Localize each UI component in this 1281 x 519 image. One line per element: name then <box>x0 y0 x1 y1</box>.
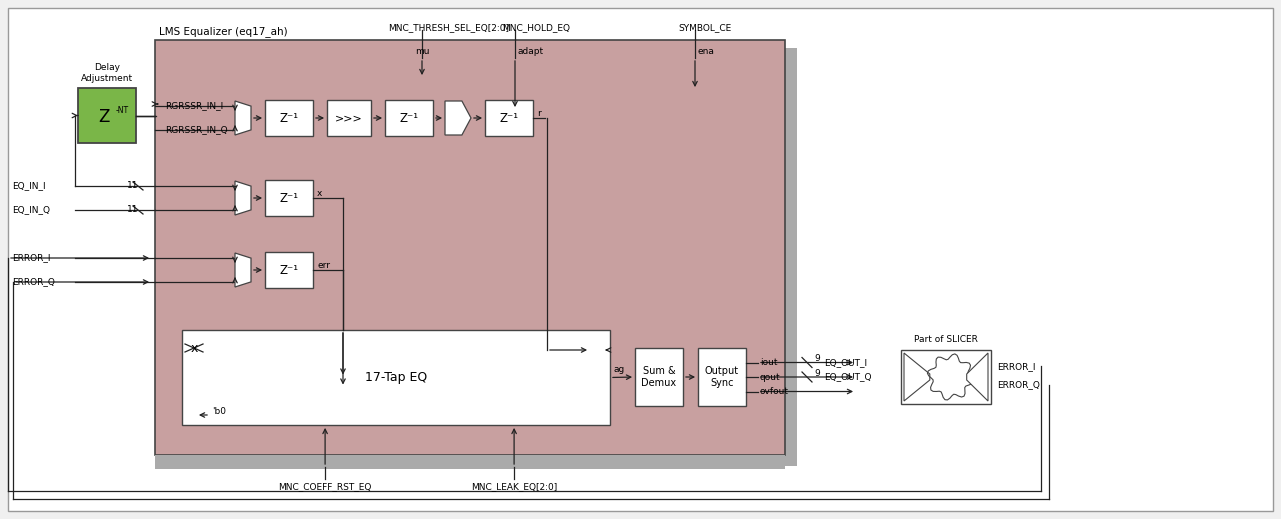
Bar <box>161 48 797 466</box>
Polygon shape <box>234 181 251 215</box>
Bar <box>265 252 313 288</box>
Bar <box>327 100 371 136</box>
Polygon shape <box>967 353 988 401</box>
Text: err: err <box>316 261 330 269</box>
Text: MNC_LEAK_EQ[2:0]: MNC_LEAK_EQ[2:0] <box>471 483 557 491</box>
Text: ena: ena <box>697 48 714 57</box>
Text: MNC_HOLD_EQ: MNC_HOLD_EQ <box>502 23 570 33</box>
Text: Delay
Adjustment: Delay Adjustment <box>81 63 133 83</box>
Text: Sum &
Demux: Sum & Demux <box>642 366 676 388</box>
Bar <box>265 100 313 136</box>
Text: mu: mu <box>415 48 429 57</box>
Polygon shape <box>234 253 251 287</box>
Text: 9: 9 <box>813 368 820 377</box>
Text: RGRSSR_IN_Q: RGRSSR_IN_Q <box>165 126 228 134</box>
Text: LMS Equalizer (eq17_ah): LMS Equalizer (eq17_ah) <box>159 26 288 37</box>
Bar <box>901 350 991 404</box>
Bar <box>182 330 610 425</box>
Bar <box>698 348 746 406</box>
Text: 11: 11 <box>127 204 138 213</box>
Text: ERROR_Q: ERROR_Q <box>997 380 1040 390</box>
Text: ovfout: ovfout <box>760 387 789 396</box>
Text: SYMBOL_CE: SYMBOL_CE <box>678 23 731 33</box>
Text: ERROR_I: ERROR_I <box>12 253 50 263</box>
Bar <box>635 348 683 406</box>
Polygon shape <box>234 101 251 135</box>
Bar <box>265 180 313 216</box>
Text: Output
Sync: Output Sync <box>705 366 739 388</box>
Text: ERROR_Q: ERROR_Q <box>12 278 55 286</box>
Text: Z⁻¹: Z⁻¹ <box>279 112 298 125</box>
Text: Part of SLICER: Part of SLICER <box>915 335 977 345</box>
Text: Z: Z <box>99 108 110 127</box>
Text: ERROR_I: ERROR_I <box>997 362 1035 371</box>
Text: EQ_OUT_Q: EQ_OUT_Q <box>824 373 871 381</box>
Text: 'b0: 'b0 <box>211 406 225 416</box>
Text: qout: qout <box>760 373 780 381</box>
Text: r: r <box>537 108 541 117</box>
Text: adapt: adapt <box>518 48 543 57</box>
Text: Z⁻¹: Z⁻¹ <box>279 264 298 277</box>
Bar <box>155 455 785 469</box>
Polygon shape <box>445 101 471 135</box>
Text: ag: ag <box>614 365 625 374</box>
Text: EQ_IN_Q: EQ_IN_Q <box>12 206 50 214</box>
Polygon shape <box>904 353 930 401</box>
Text: Z⁻¹: Z⁻¹ <box>279 192 298 204</box>
Text: Z⁻¹: Z⁻¹ <box>500 112 519 125</box>
Text: EQ_IN_I: EQ_IN_I <box>12 182 46 190</box>
Text: 11: 11 <box>127 181 138 189</box>
Bar <box>155 40 785 455</box>
Text: 9: 9 <box>813 354 820 363</box>
Text: Z⁻¹: Z⁻¹ <box>400 112 419 125</box>
Bar <box>78 88 136 143</box>
Text: x: x <box>316 188 323 198</box>
Text: MNC_COEFF_RST_EQ: MNC_COEFF_RST_EQ <box>278 483 371 491</box>
Text: x: x <box>191 342 197 354</box>
Text: >>>: >>> <box>336 113 363 123</box>
Bar <box>386 100 433 136</box>
Bar <box>485 100 533 136</box>
Text: -NT: -NT <box>117 106 129 115</box>
Text: iout: iout <box>760 358 778 367</box>
Text: 17-Tap EQ: 17-Tap EQ <box>365 371 427 384</box>
Text: MNC_THRESH_SEL_EQ[2:0]: MNC_THRESH_SEL_EQ[2:0] <box>388 23 509 33</box>
Text: EQ_OUT_I: EQ_OUT_I <box>824 358 867 367</box>
Text: RGRSSR_IN_I: RGRSSR_IN_I <box>165 102 223 111</box>
